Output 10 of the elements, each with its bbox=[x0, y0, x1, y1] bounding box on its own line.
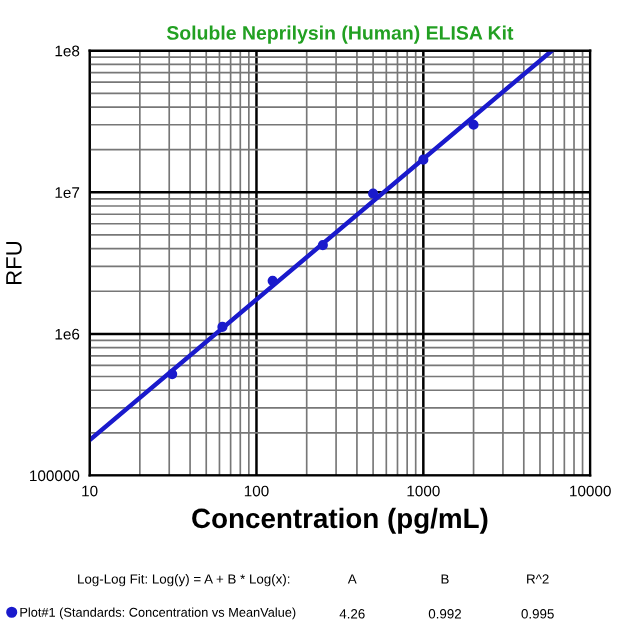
point bbox=[317, 240, 328, 251]
point bbox=[368, 188, 379, 199]
point bbox=[418, 154, 429, 165]
point bbox=[217, 321, 228, 332]
point bbox=[267, 275, 278, 286]
chart-title: Soluble Neprilysin (Human) ELISA Kit bbox=[166, 25, 514, 44]
x-axis-title: Concentration (pg/mL) bbox=[192, 507, 488, 534]
y-axis-title: RFU bbox=[6, 241, 22, 285]
point bbox=[167, 369, 178, 380]
point bbox=[468, 119, 479, 130]
